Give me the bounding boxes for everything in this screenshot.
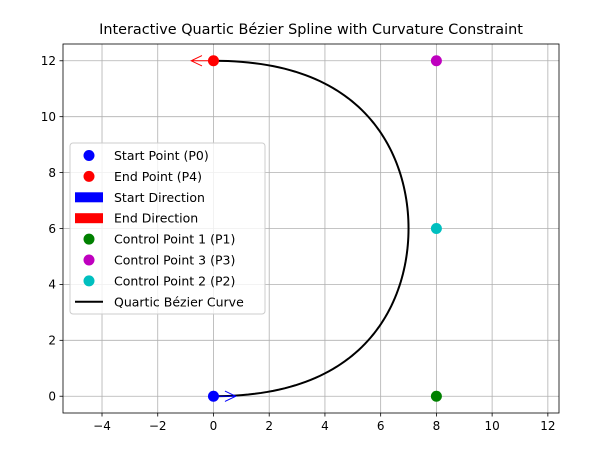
legend-label: End Direction: [114, 211, 198, 226]
point-p1: [430, 390, 442, 402]
point-p4: [207, 55, 219, 67]
y-tick-label: 0: [48, 390, 56, 404]
legend-box: [69, 142, 266, 315]
legend-marker-p4: [83, 170, 95, 182]
point-p3: [430, 55, 442, 67]
ticks: −4 −2 0 2 4 6 8 10 12 0 2 4 6 8 10 12: [41, 54, 556, 433]
x-tick-label: 0: [210, 419, 218, 433]
y-tick-label: 12: [41, 54, 56, 68]
legend-marker-p0: [83, 150, 95, 161]
legend-label: End Point (P4): [114, 169, 202, 184]
legend-label: Quartic Bézier Curve: [114, 294, 244, 309]
point-p0: [207, 390, 219, 402]
x-tick-label: −4: [93, 419, 111, 433]
legend-label: Control Point 1 (P1): [114, 232, 235, 247]
legend-patch-start: [75, 192, 103, 203]
y-tick-label: 10: [41, 110, 56, 124]
curve-layer: [213, 59, 410, 398]
legend-label: Control Point 2 (P2): [114, 273, 235, 288]
point-p2: [430, 223, 442, 234]
x-tick-label: 12: [540, 419, 555, 433]
legend-marker-p3: [83, 254, 95, 266]
x-tick-label: 2: [265, 419, 273, 433]
legend: Start Point (P0) End Point (P4) Start Dire…: [69, 142, 266, 315]
legend-patch-end: [75, 213, 103, 224]
x-tick-label: 4: [321, 419, 329, 433]
x-tick-label: 6: [377, 419, 385, 433]
x-tick-label: 8: [433, 419, 441, 433]
legend-label: Start Point (P0): [114, 148, 209, 163]
chart-title: Interactive Quartic Bézier Spline with C…: [99, 22, 523, 38]
direction-arrows: [190, 55, 237, 402]
legend-label: Start Direction: [114, 190, 205, 205]
x-tick-label: 10: [484, 419, 499, 433]
y-tick-label: 4: [48, 278, 56, 292]
points-layer: [207, 55, 442, 402]
legend-marker-p2: [83, 275, 95, 287]
x-tick-label: −2: [149, 419, 167, 433]
bezier-curve: [213, 59, 410, 398]
legend-marker-p1: [83, 233, 95, 245]
legend-label: Control Point 3 (P3): [114, 253, 235, 268]
y-tick-label: 2: [48, 334, 56, 348]
y-tick-label: 6: [48, 222, 56, 236]
y-tick-label: 8: [48, 166, 56, 180]
